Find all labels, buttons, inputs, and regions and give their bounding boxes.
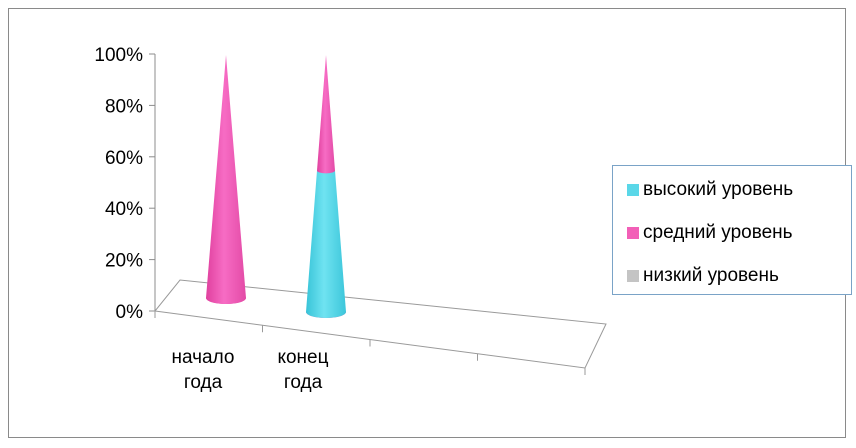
legend: высокий уровень средний уровень низкий у… bbox=[612, 165, 852, 295]
legend-item-high: высокий уровень bbox=[627, 179, 793, 201]
x-axis-category-label-line: конец bbox=[277, 347, 328, 368]
x-axis-category-label-line: года bbox=[184, 372, 223, 393]
cone-segment bbox=[317, 55, 335, 174]
cone-series bbox=[206, 55, 346, 318]
x-axis-tick-labels: начало года конец года bbox=[172, 347, 329, 393]
y-axis-tick-label: 20% bbox=[105, 251, 143, 272]
y-axis-tick-label: 40% bbox=[105, 199, 143, 220]
cone-segment bbox=[206, 55, 246, 304]
cone-segment bbox=[306, 167, 346, 318]
y-axis-tick-labels: 100% 80% 60% 40% 20% 0% bbox=[94, 45, 143, 323]
legend-label-high: высокий уровень bbox=[643, 179, 794, 200]
y-axis-tick-label: 80% bbox=[105, 96, 143, 117]
y-axis-tick-label: 60% bbox=[105, 148, 143, 169]
legend-label-medium: средний уровень bbox=[643, 222, 793, 243]
legend-item-low: низкий уровень bbox=[627, 265, 779, 287]
y-axis-tick-label: 100% bbox=[94, 45, 143, 66]
x-axis-category-label-line: начало bbox=[172, 347, 235, 368]
legend-label-low: низкий уровень bbox=[643, 265, 779, 286]
chart-axes bbox=[149, 53, 607, 375]
legend-swatch-high bbox=[627, 184, 639, 196]
legend-item-medium: средний уровень bbox=[627, 222, 793, 244]
legend-swatch-medium bbox=[627, 227, 639, 239]
y-axis-tick-label: 0% bbox=[116, 302, 144, 323]
x-axis-category-label: конец года bbox=[277, 347, 328, 393]
chart-floor bbox=[154, 279, 607, 369]
x-axis-category-label: начало года bbox=[172, 347, 235, 393]
x-axis-category-label-line: года bbox=[284, 372, 323, 393]
legend-swatch-low bbox=[627, 270, 639, 282]
